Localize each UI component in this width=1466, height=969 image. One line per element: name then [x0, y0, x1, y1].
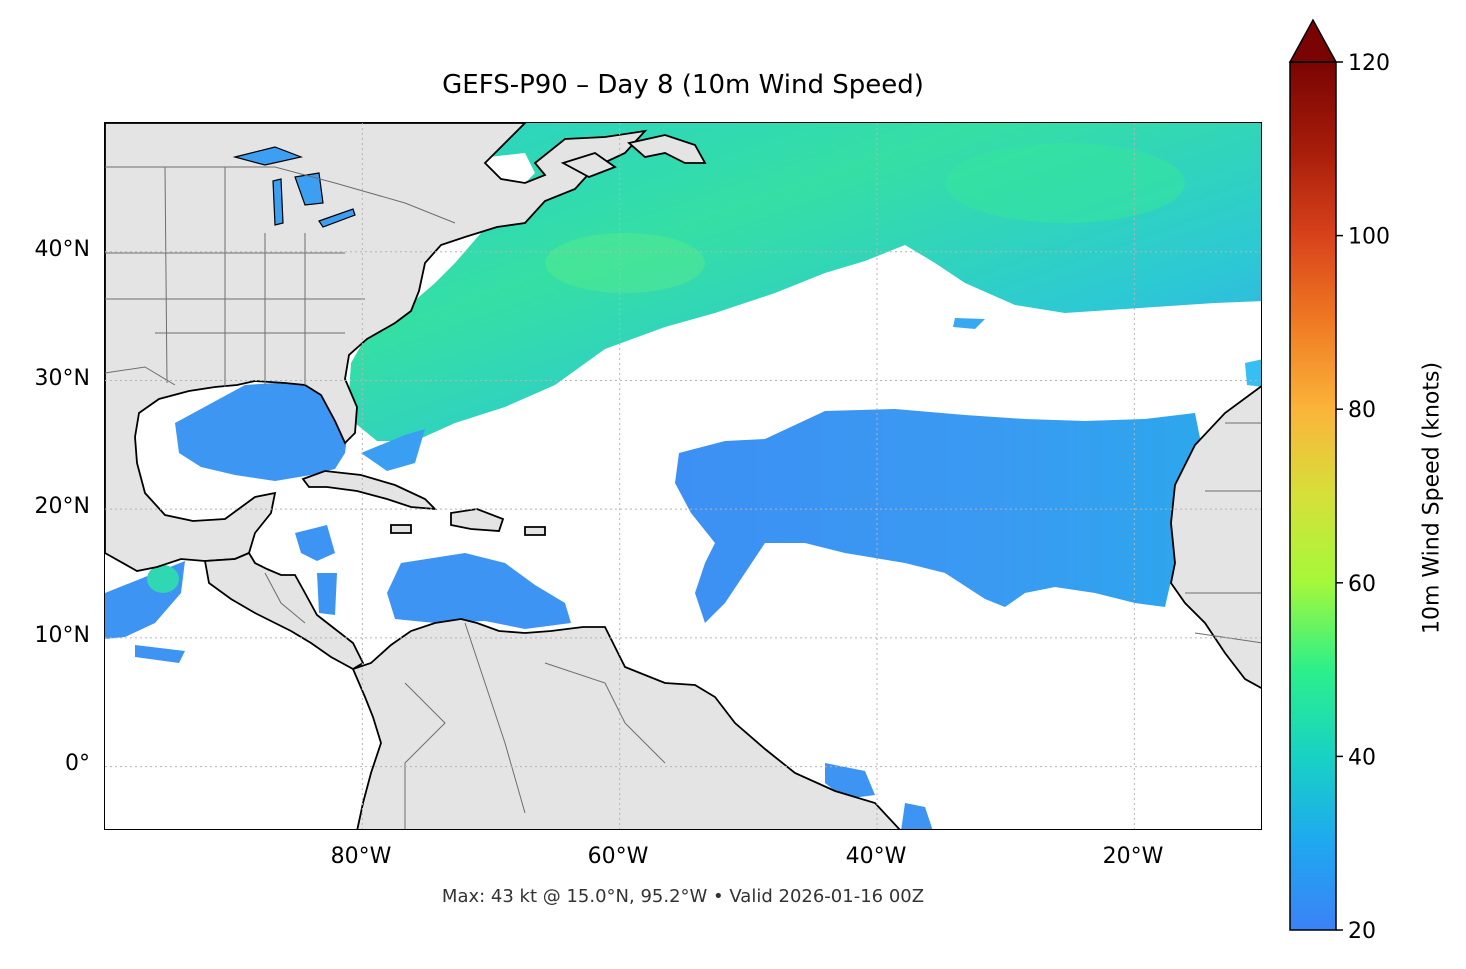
border-central-america	[264, 572, 306, 624]
wind-region-gulf-of-mexico	[175, 381, 349, 481]
lon-label-60w: 60°W	[587, 844, 649, 869]
land-cuba	[301, 470, 438, 511]
colorbar-tick-label: 80	[1348, 398, 1376, 423]
colorbar-label: 10m Wind Speed (knots)	[1419, 361, 1445, 635]
wind-max-northeast	[945, 143, 1185, 223]
land-jamaica	[390, 524, 412, 534]
gridlines	[105, 123, 1261, 829]
lon-label-80w: 80°W	[330, 844, 392, 869]
map-footer: Max: 43 kt @ 15.0°N, 95.2°W • Valid 2026…	[441, 886, 925, 907]
wind-region-trade-winds-south2	[901, 803, 933, 829]
colorbar-tick-label: 40	[1348, 745, 1376, 770]
lat-label-0: 0°	[65, 751, 90, 776]
wind-region-caribbean	[387, 553, 571, 629]
lat-label-20n: 20°N	[34, 494, 90, 519]
border-us-mexico	[105, 366, 176, 386]
colorbar-tick-label: 100	[1348, 225, 1390, 250]
lake-erie	[318, 208, 356, 228]
lake-michigan	[272, 178, 284, 226]
border-south-america-3	[404, 682, 446, 829]
wind-region-caribbean-nicaragua	[317, 573, 337, 615]
lon-label-40w: 40°W	[845, 844, 907, 869]
lake-huron	[294, 172, 324, 206]
border-states-1	[164, 166, 168, 384]
colorbar-tick-label: 120	[1348, 51, 1390, 76]
wind-max-tehuantepec	[147, 565, 179, 593]
wind-region-caribbean-west	[295, 525, 335, 561]
land-africa	[1170, 385, 1261, 689]
map-panel	[104, 122, 1262, 830]
wind-speed-field	[105, 123, 1261, 829]
land-puerto-rico	[524, 526, 546, 536]
colorbar-gradient	[1290, 62, 1336, 930]
land-nova-scotia	[560, 152, 617, 178]
colorbar-tick-label: 20	[1348, 919, 1376, 944]
lat-label-30n: 30°N	[34, 366, 90, 391]
wind-region-trade-winds	[675, 409, 1203, 623]
wind-max-northwest	[545, 233, 705, 293]
border-south-america-2	[544, 662, 666, 764]
colorbar-tick-label: 60	[1348, 572, 1376, 597]
lake-superior	[232, 146, 304, 166]
border-africa-4	[1194, 632, 1261, 644]
colorbar-extend-arrow	[1288, 18, 1338, 63]
map-canvas	[105, 123, 1261, 829]
wind-region-east-pacific-south	[135, 645, 185, 663]
border-south-america-1	[464, 622, 526, 814]
wind-region-north-edge-bits	[1245, 359, 1261, 387]
borders	[105, 166, 1261, 829]
lon-label-20w: 20°W	[1102, 844, 1164, 869]
border-us-canada	[105, 166, 456, 224]
wind-region-florida-bahamas	[361, 429, 425, 471]
wind-region-north-east-scatter	[953, 318, 985, 329]
colorbar-frame	[1289, 61, 1337, 931]
land-north-america	[105, 123, 648, 572]
colorbar: 20 40 60 80 100 120	[1288, 18, 1390, 944]
land-central-america	[203, 551, 365, 671]
lat-label-40n: 40°N	[34, 237, 90, 262]
great-lakes	[232, 146, 356, 228]
map-title: GEFS-P90 – Day 8 (10m Wind Speed)	[442, 70, 924, 100]
lat-label-10n: 10°N	[34, 623, 90, 648]
colorbar-body: 20 40 60 80 100 120	[1288, 18, 1390, 944]
land-newfoundland	[627, 134, 707, 164]
wind-region-trade-winds-south	[825, 763, 875, 799]
